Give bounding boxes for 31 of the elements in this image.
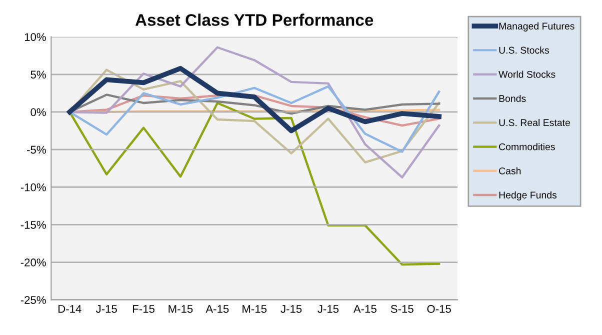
y-tick-label: 0% bbox=[30, 108, 46, 116]
line-series bbox=[68, 85, 440, 153]
legend-label: U.S. Real Estate bbox=[499, 118, 570, 126]
legend-label: Cash bbox=[499, 167, 521, 174]
line-series bbox=[67, 66, 442, 134]
x-tick-label: A-15 bbox=[353, 305, 376, 313]
y-tick-label: 5% bbox=[30, 70, 46, 79]
legend-label: U.S. Stocks bbox=[499, 46, 549, 54]
legend-label: Hedge Funds bbox=[499, 191, 557, 200]
x-tick-label: J-15 bbox=[318, 305, 339, 313]
line-series bbox=[68, 102, 440, 266]
x-tick-label: F-15 bbox=[133, 305, 154, 313]
x-tick-label: A-15 bbox=[206, 305, 229, 313]
x-tick-label: O-15 bbox=[427, 304, 451, 313]
y-tick-label: -20% bbox=[20, 258, 46, 266]
x-tick-label: M-15 bbox=[242, 305, 267, 313]
x-tick-label: J-15 bbox=[96, 305, 117, 313]
y-tick-label: -25% bbox=[20, 296, 46, 304]
x-tick-label: S-15 bbox=[390, 304, 414, 313]
x-tick-label: M-15 bbox=[168, 305, 193, 313]
y-tick-label: -10% bbox=[20, 183, 46, 192]
chart-title: Asset Class YTD Performance bbox=[135, 14, 374, 26]
legend-label: Bonds bbox=[499, 94, 526, 102]
x-tick-label: D-14 bbox=[58, 305, 82, 313]
legend-label: Managed Futures bbox=[499, 22, 574, 32]
legend-label: World Stocks bbox=[498, 70, 556, 78]
y-tick-label: 10% bbox=[24, 33, 46, 41]
x-tick-label: J-15 bbox=[280, 305, 302, 313]
legend-label: Commodities bbox=[499, 143, 555, 150]
y-tick-label: -5% bbox=[27, 146, 46, 154]
y-tick-label: -15% bbox=[20, 221, 46, 229]
